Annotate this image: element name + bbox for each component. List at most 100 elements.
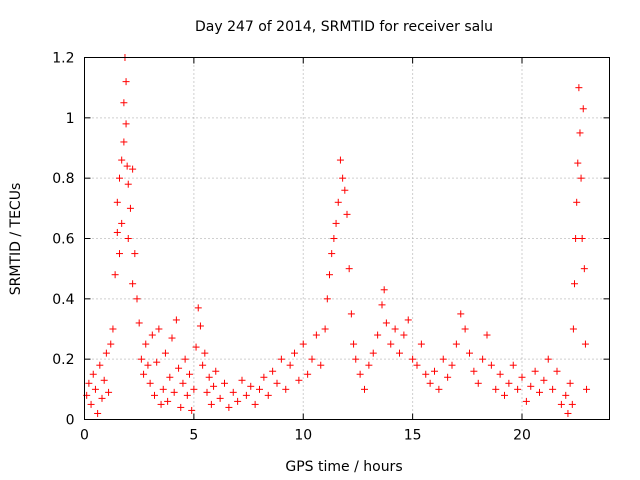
data-point	[330, 235, 338, 242]
data-point	[522, 397, 530, 405]
data-point	[317, 361, 325, 369]
data-point	[466, 349, 473, 357]
data-point	[332, 219, 340, 227]
data-point	[144, 361, 152, 369]
data-point	[350, 340, 358, 348]
chart-title: Day 247 of 2014, SRMTID for receiver sal…	[195, 19, 493, 35]
data-point	[269, 367, 277, 375]
data-point	[242, 391, 250, 399]
data-point	[179, 379, 187, 387]
data-point	[518, 373, 526, 381]
data-point	[380, 286, 388, 294]
data-point	[277, 355, 285, 363]
data-point	[177, 403, 185, 411]
data-point	[159, 385, 167, 393]
x-axis-label: GPS time / hours	[285, 459, 402, 475]
data-point	[137, 355, 145, 363]
data-point	[343, 210, 351, 218]
data-point	[417, 340, 425, 348]
data-point	[89, 370, 97, 378]
data-point	[120, 99, 128, 107]
data-point	[505, 379, 513, 387]
data-point	[207, 400, 215, 408]
data-point	[470, 367, 478, 375]
y-tick-label: 0.4	[52, 292, 74, 308]
data-point	[365, 361, 373, 369]
data-point	[199, 361, 207, 369]
x-tick-label: 15	[404, 428, 422, 444]
data-point	[194, 304, 202, 312]
data-point	[536, 388, 543, 396]
data-point	[374, 331, 382, 339]
data-point	[118, 219, 126, 227]
data-point	[581, 340, 589, 348]
data-point	[124, 235, 132, 242]
data-point	[487, 361, 495, 369]
data-point	[225, 403, 233, 411]
data-point	[98, 394, 106, 402]
data-point	[146, 379, 154, 387]
data-point	[562, 391, 570, 399]
data-point	[129, 165, 137, 173]
y-axis-label: SRMTID / TECUs	[8, 183, 24, 296]
data-point	[260, 373, 268, 381]
data-point	[336, 156, 344, 164]
data-point	[148, 331, 156, 339]
data-point	[282, 385, 290, 393]
data-point	[361, 385, 368, 393]
data-point	[116, 250, 123, 258]
data-point	[396, 349, 403, 357]
data-point	[356, 370, 364, 378]
data-point	[196, 322, 204, 330]
data-point	[133, 295, 141, 303]
data-point	[286, 361, 294, 369]
data-point	[124, 180, 132, 188]
data-point	[264, 391, 272, 399]
data-point	[155, 325, 163, 333]
x-tick-label: 0	[80, 428, 89, 444]
data-point	[457, 310, 465, 318]
data-point	[579, 105, 587, 113]
data-point	[557, 400, 565, 408]
data-point	[100, 376, 108, 384]
data-point	[203, 388, 211, 396]
data-point	[426, 379, 434, 387]
data-point	[295, 376, 303, 384]
data-point	[256, 385, 263, 393]
data-point	[527, 382, 535, 390]
data-point	[564, 409, 572, 417]
y-tick-label: 1	[66, 111, 75, 127]
data-point	[474, 379, 482, 387]
data-point	[352, 355, 360, 363]
data-point	[109, 325, 117, 333]
x-tick-label: 20	[513, 428, 531, 444]
data-point	[509, 361, 517, 369]
data-point	[273, 379, 281, 387]
data-point	[400, 331, 408, 339]
data-point	[172, 316, 180, 324]
data-point	[514, 385, 522, 393]
data-point	[123, 162, 131, 170]
data-point	[113, 228, 121, 236]
axis-ticks: 0 5 10 15 20 0 0.2 0.4 0.6 0.8 1 1.2	[52, 51, 610, 444]
data-point	[247, 382, 255, 390]
data-point	[107, 340, 115, 348]
data-point	[251, 400, 259, 408]
data-point	[404, 316, 412, 324]
data-point	[448, 361, 456, 369]
data-point	[501, 391, 508, 399]
data-point	[157, 400, 165, 408]
data-point	[323, 295, 331, 303]
data-point	[479, 355, 487, 363]
data-point	[312, 331, 320, 339]
data-point	[299, 340, 307, 348]
data-point	[341, 186, 349, 194]
data-point	[413, 361, 421, 369]
plot-frame	[84, 57, 610, 420]
data-point	[439, 355, 447, 363]
y-tick-label: 0.6	[52, 232, 74, 248]
data-point	[238, 376, 246, 384]
data-point	[321, 325, 329, 333]
data-point	[328, 250, 336, 258]
data-point	[105, 388, 113, 396]
